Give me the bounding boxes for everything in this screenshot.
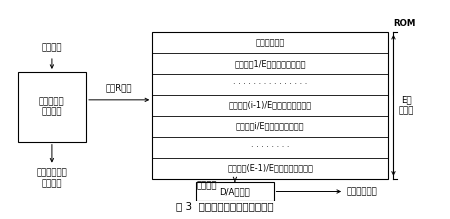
Text: 循环左移(i-1)/E时钟周期的子波形: 循环左移(i-1)/E时钟周期的子波形 bbox=[229, 101, 312, 110]
Text: 测距误差: 测距误差 bbox=[42, 43, 62, 52]
Text: 循环左移1/E时钟周期的子波形: 循环左移1/E时钟周期的子波形 bbox=[234, 59, 306, 68]
Text: 原来的子波形: 原来的子波形 bbox=[256, 38, 285, 47]
Text: ROM: ROM bbox=[393, 19, 416, 28]
Text: 余数R选择: 余数R选择 bbox=[106, 83, 132, 92]
Text: 调整发射时序
（粗调）: 调整发射时序 （粗调） bbox=[36, 169, 68, 188]
Text: · · · · · · · ·: · · · · · · · · bbox=[251, 143, 289, 152]
Text: E个
子波形: E个 子波形 bbox=[399, 96, 414, 115]
Text: 波形输出: 波形输出 bbox=[197, 182, 217, 191]
Text: 循环左移(E-1)/E时钟周期的子波形: 循环左移(E-1)/E时钟周期的子波形 bbox=[227, 164, 313, 173]
Text: 循环左移i/E时钟周期的子波形: 循环左移i/E时钟周期的子波形 bbox=[236, 122, 305, 131]
Bar bbox=[196, 182, 274, 201]
Text: 扣除整数个
时钟周期: 扣除整数个 时钟周期 bbox=[39, 97, 65, 117]
Text: 图 3  成型滤波器组的实现方案图: 图 3 成型滤波器组的实现方案图 bbox=[176, 201, 274, 212]
Text: 模拟波形输出: 模拟波形输出 bbox=[346, 187, 377, 196]
Bar bbox=[152, 32, 388, 178]
Text: · · · · · · · · · · · · · · ·: · · · · · · · · · · · · · · · bbox=[233, 80, 307, 89]
Bar bbox=[18, 72, 86, 142]
Text: D/A转换器: D/A转换器 bbox=[220, 187, 250, 196]
